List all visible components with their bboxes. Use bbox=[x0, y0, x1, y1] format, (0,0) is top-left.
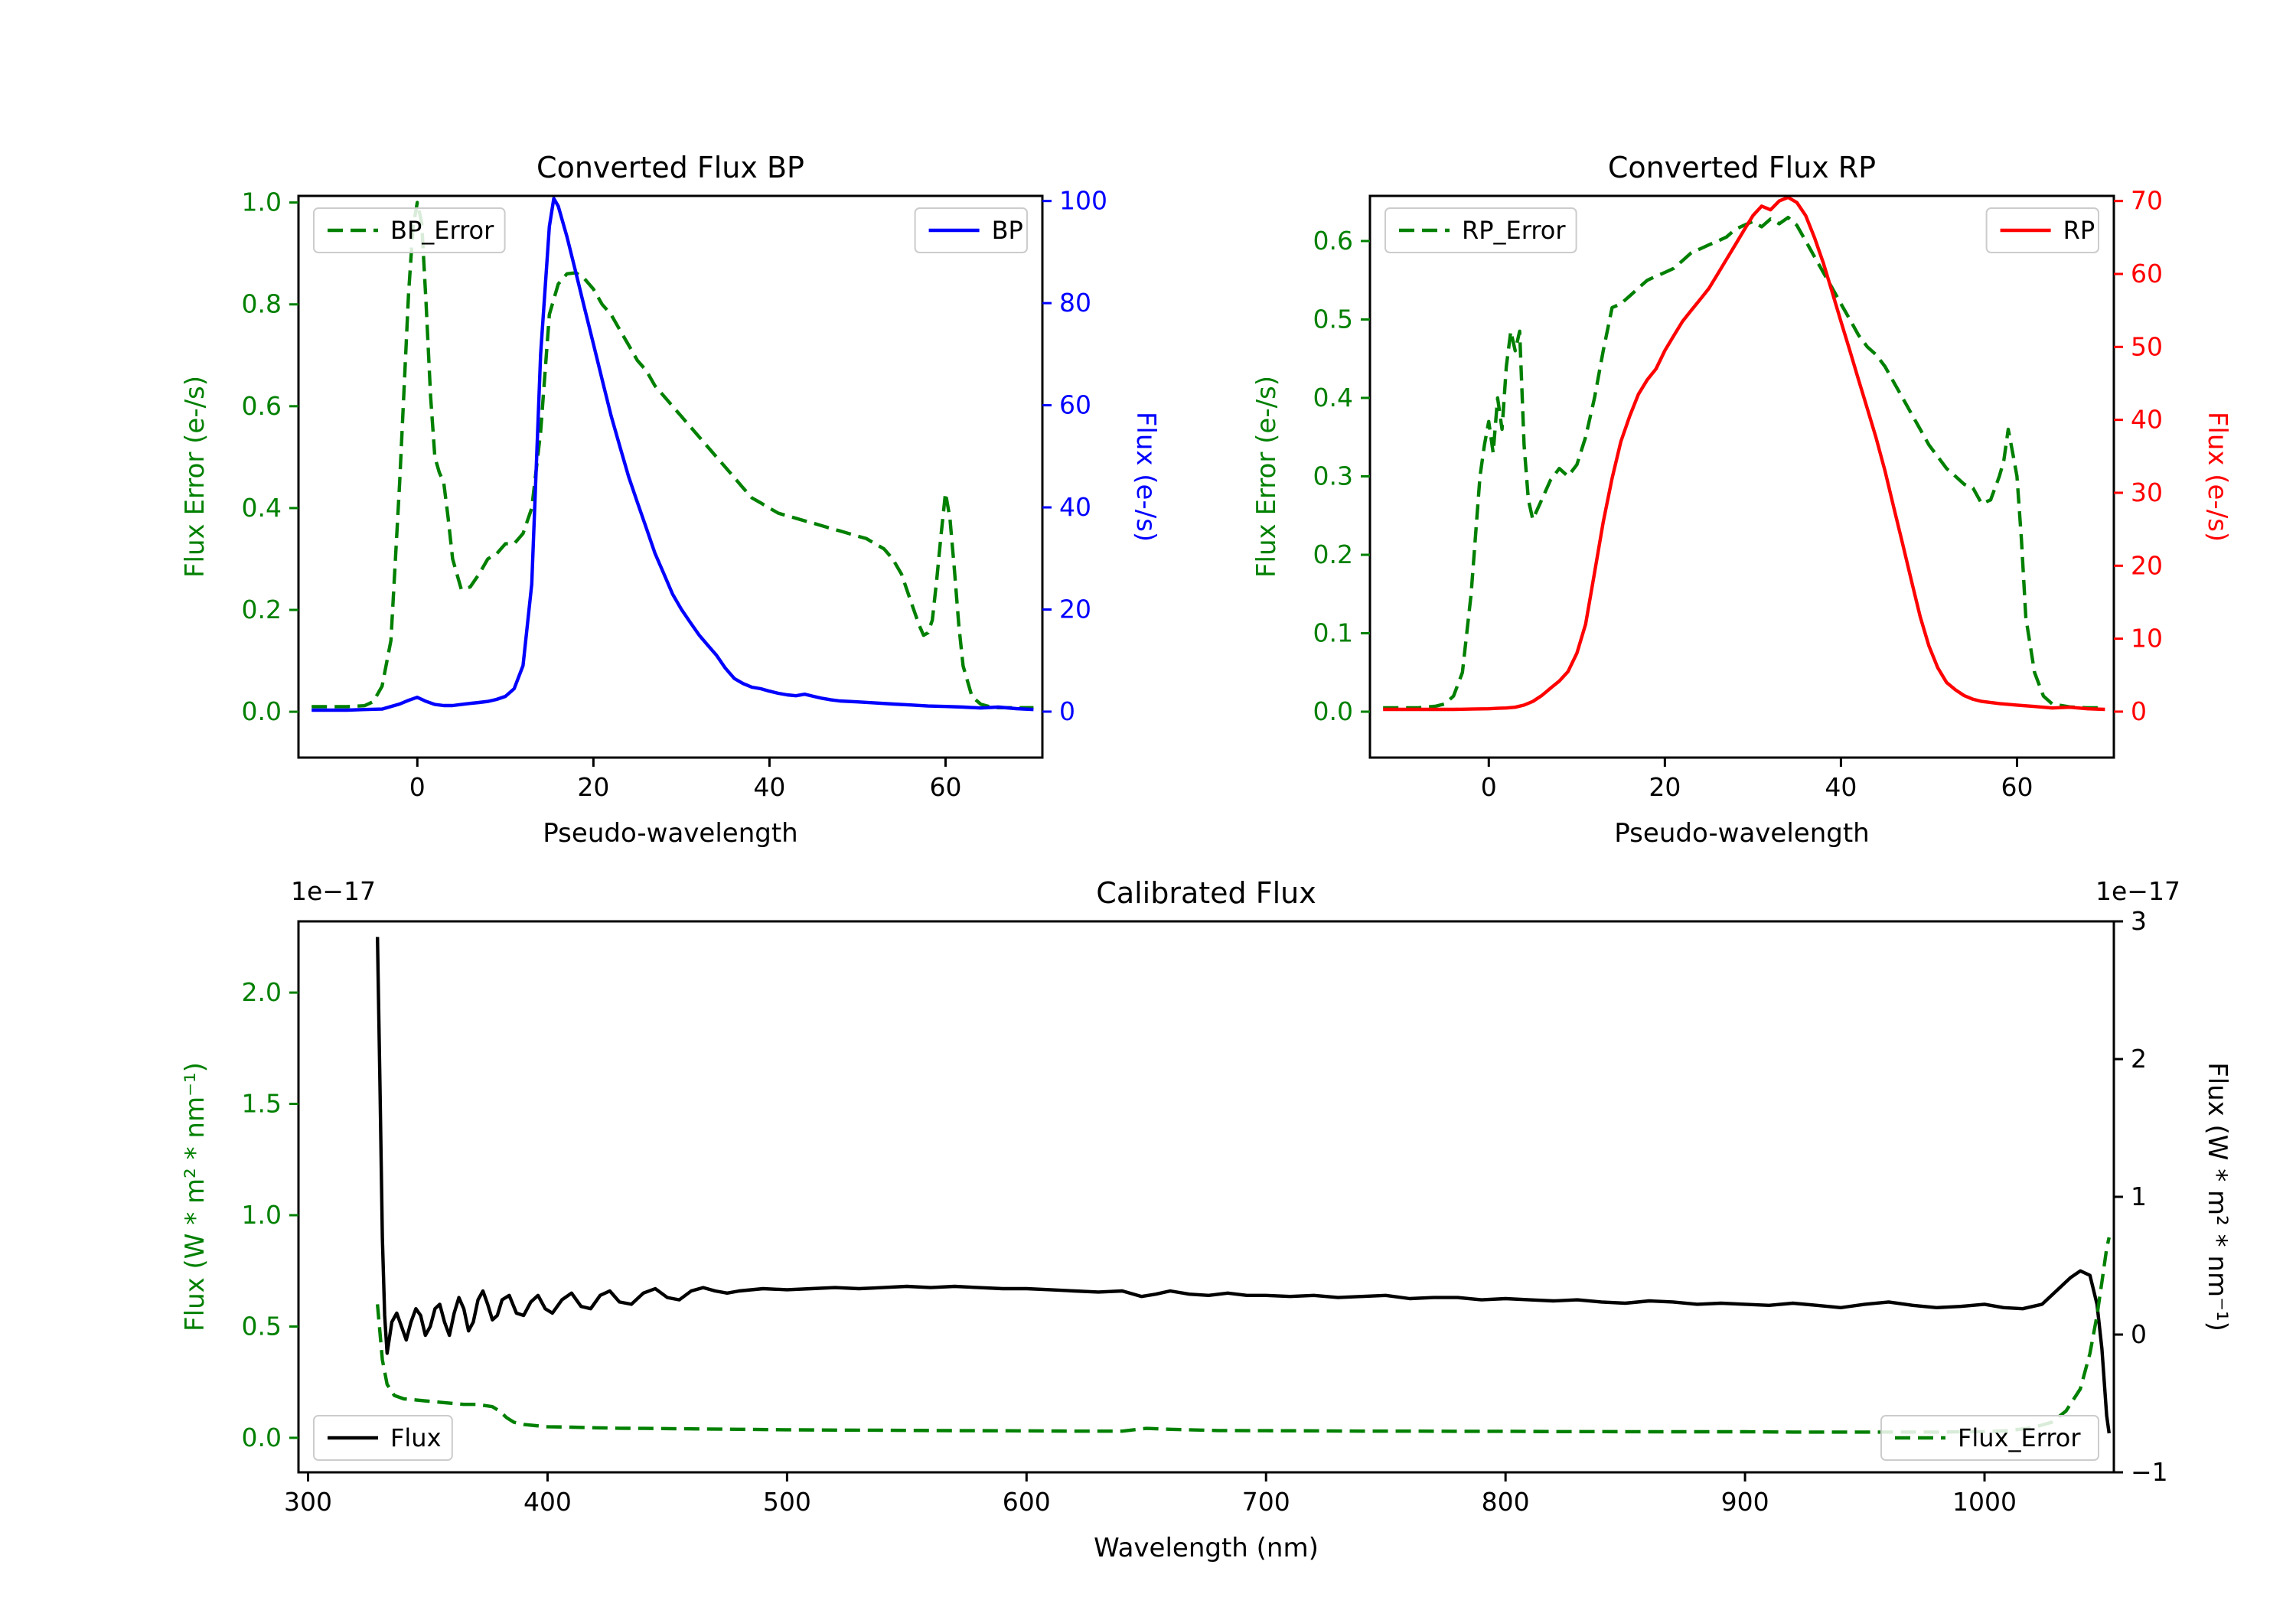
legend-label: Flux_Error bbox=[1958, 1423, 2081, 1452]
left-tick-label: 0.3 bbox=[1313, 461, 1353, 491]
right-tick-label: −1 bbox=[2131, 1457, 2168, 1487]
left-tick-label: 0.5 bbox=[1313, 304, 1353, 334]
left-offset-text: 1e−17 bbox=[291, 876, 376, 906]
chart-calibrated-flux: 300 400 500 600 700 800 900 1000 0.0 0.5 1.0 1.5 2.0… bbox=[180, 876, 2232, 1563]
right-tick-label: 0 bbox=[1059, 696, 1075, 726]
axes-frame bbox=[297, 920, 2115, 1474]
x-tick-label: 40 bbox=[753, 772, 785, 802]
chart-converted-flux-bp: 0 20 40 60 0.0 0.2 0.4 0.6 0.8 1.0 0 20 40 60 80 100 Con… bbox=[180, 151, 1161, 849]
left-tick-label: 0.0 bbox=[242, 696, 282, 726]
x-tick-label: 700 bbox=[1242, 1487, 1290, 1517]
left-axis-label: Flux (W * m² * nm⁻¹) bbox=[180, 1062, 210, 1332]
left-tick-label: 1.0 bbox=[242, 1200, 282, 1230]
left-axis-label: Flux Error (e-/s) bbox=[180, 376, 210, 578]
left-tick-label: 0.4 bbox=[1313, 383, 1353, 412]
legend-label: RP bbox=[2063, 216, 2095, 245]
left-tick-label: 1.5 bbox=[242, 1089, 282, 1119]
legend-label: RP_Error bbox=[1462, 216, 1566, 245]
right-tick-label: 60 bbox=[1059, 390, 1091, 420]
left-tick-label: 1.0 bbox=[242, 187, 282, 217]
legend-label: BP bbox=[992, 216, 1023, 245]
right-axis-label: Flux (e-/s) bbox=[2202, 412, 2232, 542]
left-tick-label: 0.6 bbox=[1313, 226, 1353, 256]
axes-frame bbox=[1368, 194, 2115, 759]
chart-title: Calibrated Flux bbox=[1096, 876, 1316, 910]
right-tick-label: 40 bbox=[2131, 405, 2163, 435]
x-tick-label: 500 bbox=[763, 1487, 811, 1517]
right-tick-label: 80 bbox=[1059, 288, 1091, 318]
left-tick-label: 2.0 bbox=[242, 977, 282, 1007]
right-axis-label: Flux (e-/s) bbox=[1130, 412, 1161, 542]
x-axis-label: Wavelength (nm) bbox=[1094, 1533, 1319, 1563]
x-tick-label: 300 bbox=[284, 1487, 332, 1517]
left-tick-label: 0.4 bbox=[242, 493, 282, 523]
x-tick-label: 20 bbox=[577, 772, 609, 802]
x-tick-label: 20 bbox=[1649, 772, 1681, 802]
x-tick-label: 900 bbox=[1721, 1487, 1769, 1517]
right-tick-label: 40 bbox=[1059, 492, 1091, 522]
legend-box bbox=[1880, 1415, 2099, 1461]
series-flux-line bbox=[376, 937, 2111, 1434]
left-tick-label: 0.2 bbox=[242, 595, 282, 624]
series-rp-error-line bbox=[1383, 216, 2105, 710]
legend-box bbox=[313, 1415, 453, 1461]
x-tick-label: 60 bbox=[929, 772, 961, 802]
x-tick-label: 600 bbox=[1003, 1487, 1051, 1517]
right-tick-label: 50 bbox=[2131, 331, 2163, 361]
series-bp-line bbox=[311, 197, 1034, 712]
right-axis-label: Flux (W * m² * nm⁻¹) bbox=[2202, 1062, 2232, 1332]
chart-title: Converted Flux RP bbox=[1608, 151, 1876, 184]
x-tick-label: 60 bbox=[2001, 772, 2033, 802]
chart-title: Converted Flux BP bbox=[536, 151, 804, 184]
x-tick-label: 0 bbox=[1481, 772, 1497, 802]
series-bp-error-line bbox=[311, 200, 1034, 709]
right-tick-label: 10 bbox=[2131, 624, 2163, 654]
legend-label: Flux bbox=[390, 1423, 442, 1452]
right-tick-label: 100 bbox=[1059, 186, 1107, 216]
legend-label: BP_Error bbox=[390, 216, 494, 245]
right-tick-label: 70 bbox=[2131, 186, 2163, 216]
right-tick-label: 3 bbox=[2131, 906, 2147, 936]
right-tick-label: 20 bbox=[2131, 550, 2163, 580]
legend-box bbox=[313, 207, 506, 253]
left-axis-label: Flux Error (e-/s) bbox=[1251, 376, 1282, 578]
left-tick-label: 0.0 bbox=[1313, 696, 1353, 726]
left-tick-label: 0.5 bbox=[242, 1311, 282, 1341]
series-flux-error-line bbox=[376, 1237, 2111, 1434]
right-tick-label: 0 bbox=[2131, 1319, 2147, 1349]
right-tick-label: 1 bbox=[2131, 1182, 2147, 1211]
right-tick-label: 2 bbox=[2131, 1044, 2147, 1074]
x-tick-label: 800 bbox=[1482, 1487, 1530, 1517]
left-tick-label: 0.6 bbox=[242, 391, 282, 421]
axes-frame bbox=[297, 194, 1044, 759]
x-axis-label: Pseudo-wavelength bbox=[1614, 818, 1869, 849]
right-tick-label: 20 bbox=[1059, 594, 1091, 624]
right-tick-label: 0 bbox=[2131, 696, 2147, 726]
left-tick-label: 0.0 bbox=[242, 1423, 282, 1452]
x-tick-label: 0 bbox=[409, 772, 426, 802]
chart-converted-flux-rp: 0 20 40 60 0.0 0.1 0.2 0.3 0.4 0.5 0.6 0 10 20 30 40 50 6… bbox=[1251, 151, 2232, 849]
right-offset-text: 1e−17 bbox=[2095, 876, 2180, 906]
right-tick-label: 60 bbox=[2131, 259, 2163, 288]
x-tick-label: 1000 bbox=[1952, 1487, 2017, 1517]
right-tick-label: 30 bbox=[2131, 478, 2163, 507]
left-tick-label: 0.1 bbox=[1313, 618, 1353, 648]
x-tick-label: 400 bbox=[523, 1487, 572, 1517]
series-rp-line bbox=[1383, 196, 2105, 712]
x-axis-label: Pseudo-wavelength bbox=[543, 818, 797, 849]
legend-box bbox=[1384, 207, 1577, 253]
left-tick-label: 0.8 bbox=[242, 289, 282, 319]
x-tick-label: 40 bbox=[1825, 772, 1857, 802]
left-tick-label: 0.2 bbox=[1313, 539, 1353, 569]
